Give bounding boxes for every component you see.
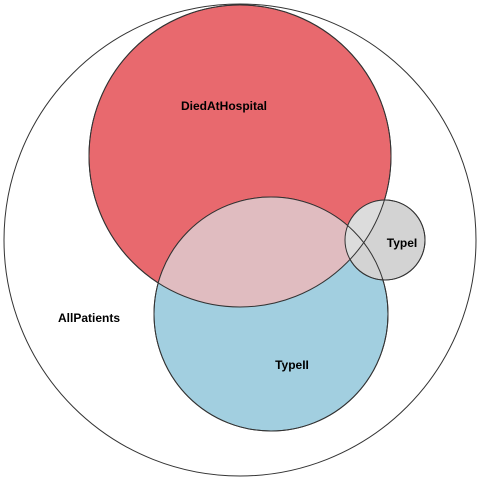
set-outlines	[88, 4, 426, 432]
label-typei: TypeI	[387, 236, 417, 250]
overlap-died-typeii	[154, 197, 388, 307]
label-allpatients: AllPatients	[58, 311, 120, 325]
outline-typei	[344, 199, 426, 281]
label-diedathospital: DiedAtHospital	[181, 99, 267, 113]
outline-typeii	[153, 196, 389, 432]
label-typeii: TypeII	[275, 358, 309, 372]
outline-diedathospital	[88, 4, 392, 308]
